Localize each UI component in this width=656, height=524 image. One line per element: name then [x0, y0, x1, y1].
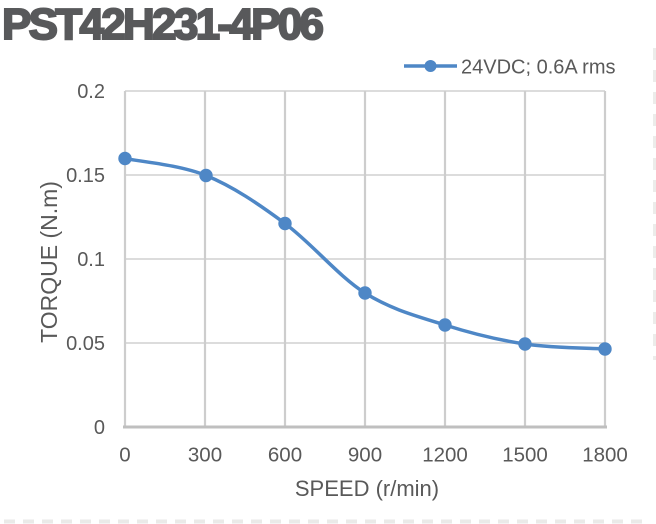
svg-text:600: 600	[268, 444, 302, 467]
svg-text:0.15: 0.15	[66, 165, 105, 187]
svg-text:1500: 1500	[502, 444, 548, 467]
svg-text:24VDC; 0.6A rms: 24VDC; 0.6A rms	[461, 57, 616, 79]
svg-text:0: 0	[94, 417, 105, 439]
svg-text:900: 900	[348, 444, 382, 467]
svg-text:0.05: 0.05	[66, 333, 105, 355]
svg-text:0.2: 0.2	[77, 81, 105, 103]
svg-text:300: 300	[188, 444, 222, 467]
svg-text:0.1: 0.1	[77, 249, 105, 271]
svg-text:1800: 1800	[582, 444, 628, 467]
svg-text:1200: 1200	[422, 444, 468, 467]
svg-text:0: 0	[119, 444, 130, 467]
svg-text:SPEED (r/min): SPEED (r/min)	[295, 476, 439, 501]
svg-text:TORQUE (N.m): TORQUE (N.m)	[36, 181, 62, 343]
